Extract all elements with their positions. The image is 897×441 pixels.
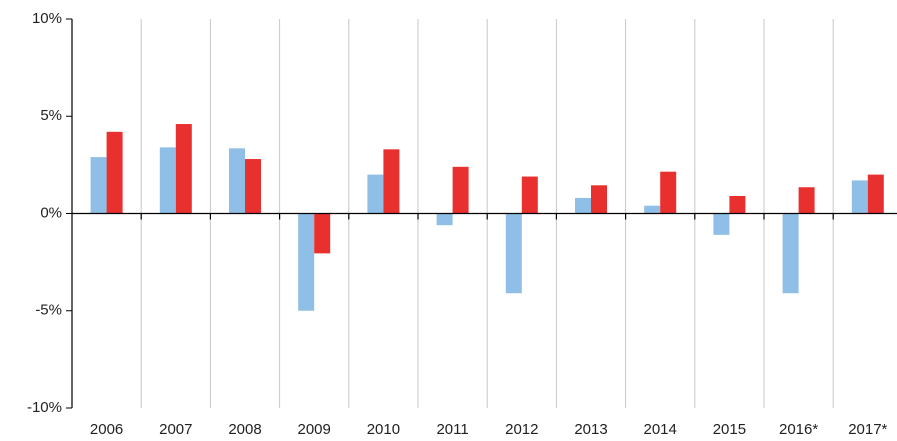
- bar: [798, 187, 815, 214]
- bar: [229, 148, 245, 214]
- bar: [452, 166, 469, 214]
- bar: [851, 180, 868, 214]
- x-tick-label: 2007: [159, 421, 192, 438]
- bar: [713, 213, 730, 235]
- bar: [729, 195, 746, 214]
- x-tick-label: 2006: [90, 421, 123, 438]
- bar: [521, 176, 538, 214]
- bar: [436, 213, 453, 226]
- bar: [159, 147, 176, 214]
- y-tick-label: -10%: [27, 399, 62, 416]
- x-tick-label: 2013: [574, 421, 607, 438]
- y-tick-label: 0%: [40, 204, 62, 221]
- bar: [660, 171, 677, 214]
- bar: [591, 185, 607, 214]
- x-tick-label: 2014: [644, 421, 677, 438]
- bar: [298, 213, 315, 311]
- x-tick-label: 2015: [713, 421, 746, 438]
- x-tick-label: 2009: [298, 421, 331, 438]
- bar: [867, 174, 884, 214]
- bar: [782, 213, 799, 294]
- x-tick-label: 2011: [436, 421, 468, 438]
- bar: [383, 149, 400, 214]
- bar: [505, 213, 522, 294]
- bar: [367, 174, 384, 214]
- x-tick-label: 2008: [228, 421, 261, 438]
- x-tick-label: 2016*: [779, 421, 818, 438]
- bar: [644, 205, 661, 214]
- y-tick-label: -5%: [35, 302, 62, 319]
- x-tick-label: 2012: [505, 421, 538, 438]
- y-tick-label: 5%: [40, 107, 62, 124]
- bar: [314, 213, 331, 254]
- bar: [245, 159, 261, 214]
- x-tick-label: 2017*: [848, 421, 887, 438]
- y-tick-label: 10%: [32, 10, 62, 27]
- bar: [575, 197, 591, 214]
- bar: [90, 157, 107, 214]
- bar: [106, 131, 123, 214]
- x-tick-label: 2010: [367, 421, 400, 438]
- bar: [175, 124, 192, 214]
